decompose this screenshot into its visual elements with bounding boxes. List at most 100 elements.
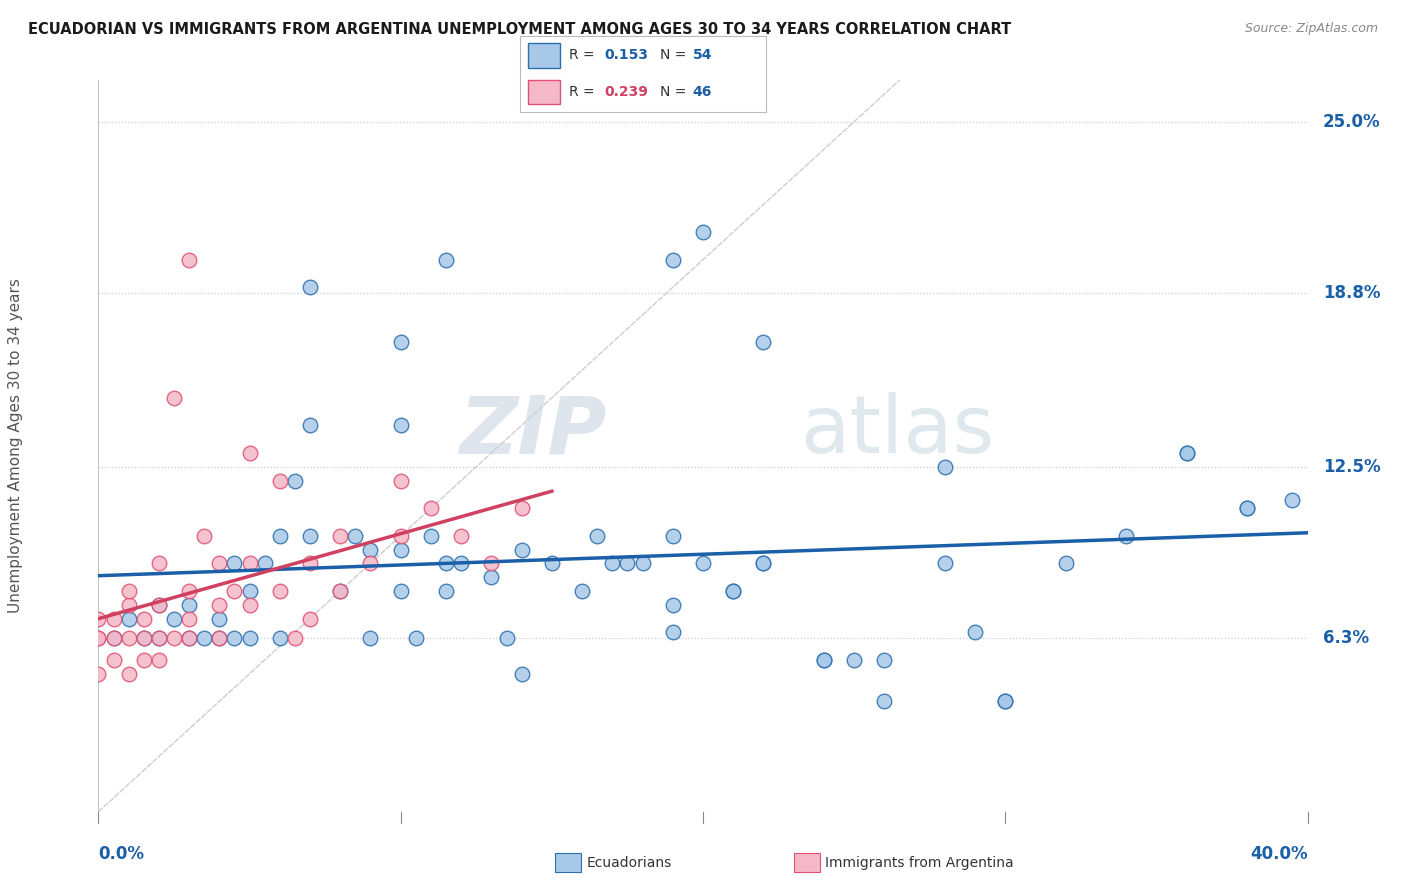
Point xyxy=(389,474,412,488)
Point xyxy=(434,583,457,598)
Point xyxy=(299,280,322,294)
Point xyxy=(299,557,322,571)
Point xyxy=(631,557,654,571)
Point xyxy=(208,631,231,645)
Point xyxy=(586,529,609,543)
Point xyxy=(299,611,322,625)
Point xyxy=(87,611,110,625)
Point xyxy=(495,631,517,645)
Point xyxy=(481,557,503,571)
Point xyxy=(510,501,533,516)
Point xyxy=(389,418,412,433)
Point xyxy=(1175,446,1198,460)
Point xyxy=(389,542,412,557)
Point xyxy=(118,598,141,612)
Point xyxy=(193,631,215,645)
Point xyxy=(87,631,110,645)
Point xyxy=(148,598,170,612)
Point xyxy=(148,631,170,645)
Point xyxy=(571,583,593,598)
Point xyxy=(450,529,472,543)
Point xyxy=(1281,492,1303,507)
Point xyxy=(177,583,201,598)
Text: Immigrants from Argentina: Immigrants from Argentina xyxy=(825,855,1014,870)
Point xyxy=(284,631,307,645)
Point xyxy=(1054,557,1077,571)
Point xyxy=(269,474,291,488)
Point xyxy=(163,391,186,405)
Point xyxy=(148,598,170,612)
Point xyxy=(434,557,457,571)
Point xyxy=(510,542,533,557)
Point xyxy=(994,694,1017,708)
Point xyxy=(239,583,262,598)
Point xyxy=(965,625,987,640)
Point xyxy=(118,611,141,625)
Point xyxy=(329,583,352,598)
Text: 0.0%: 0.0% xyxy=(98,845,145,863)
Point xyxy=(1236,501,1258,516)
Point xyxy=(239,598,262,612)
Point xyxy=(1115,529,1137,543)
FancyBboxPatch shape xyxy=(527,44,560,68)
Text: 54: 54 xyxy=(692,48,711,62)
Point xyxy=(344,529,367,543)
Point xyxy=(873,653,896,667)
FancyBboxPatch shape xyxy=(527,79,560,104)
Point xyxy=(103,653,125,667)
Point xyxy=(419,529,441,543)
Point xyxy=(450,557,472,571)
Point xyxy=(253,557,276,571)
Point xyxy=(224,583,246,598)
Point xyxy=(118,631,141,645)
Point xyxy=(692,557,714,571)
Point xyxy=(163,611,186,625)
Point xyxy=(389,529,412,543)
Point xyxy=(661,529,683,543)
Point xyxy=(934,459,956,474)
Point xyxy=(813,653,835,667)
Point xyxy=(148,557,170,571)
Point xyxy=(813,653,835,667)
Text: 0.239: 0.239 xyxy=(605,85,648,99)
Point xyxy=(208,631,231,645)
Text: Ecuadorians: Ecuadorians xyxy=(586,855,672,870)
Point xyxy=(752,557,775,571)
Point xyxy=(208,557,231,571)
Point xyxy=(132,611,155,625)
Point xyxy=(224,557,246,571)
Point xyxy=(177,611,201,625)
Text: 6.3%: 6.3% xyxy=(1323,629,1369,647)
Point xyxy=(389,583,412,598)
Point xyxy=(329,583,352,598)
Point xyxy=(269,631,291,645)
Point xyxy=(1236,501,1258,516)
Text: N =: N = xyxy=(661,85,692,99)
Point xyxy=(540,557,562,571)
Text: N =: N = xyxy=(661,48,692,62)
Point xyxy=(239,557,262,571)
Point xyxy=(208,611,231,625)
Point xyxy=(389,335,412,350)
Point xyxy=(269,529,291,543)
Point xyxy=(419,501,441,516)
Point xyxy=(132,653,155,667)
Point xyxy=(103,631,125,645)
Point xyxy=(873,694,896,708)
Point xyxy=(163,631,186,645)
Point xyxy=(329,529,352,543)
Text: atlas: atlas xyxy=(800,392,994,470)
Point xyxy=(434,252,457,267)
Text: ECUADORIAN VS IMMIGRANTS FROM ARGENTINA UNEMPLOYMENT AMONG AGES 30 TO 34 YEARS C: ECUADORIAN VS IMMIGRANTS FROM ARGENTINA … xyxy=(28,22,1011,37)
Point xyxy=(844,653,866,667)
Point xyxy=(661,252,683,267)
Point xyxy=(132,631,155,645)
Point xyxy=(148,653,170,667)
Point xyxy=(118,583,141,598)
Point xyxy=(661,598,683,612)
Point xyxy=(224,631,246,645)
Point xyxy=(994,694,1017,708)
Point xyxy=(405,631,427,645)
Text: R =: R = xyxy=(569,48,599,62)
Point xyxy=(103,631,125,645)
